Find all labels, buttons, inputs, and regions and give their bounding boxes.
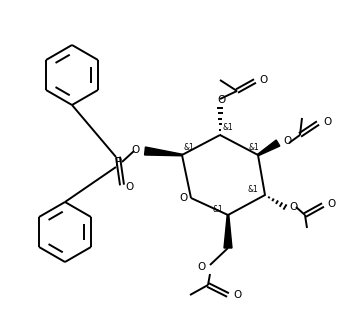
Text: &1: &1 (248, 184, 258, 193)
Text: &1: &1 (249, 142, 259, 151)
Text: O: O (179, 193, 187, 203)
Text: &1: &1 (184, 143, 194, 152)
Polygon shape (144, 147, 182, 156)
Text: O: O (290, 202, 298, 212)
Text: P: P (114, 156, 121, 169)
Text: O: O (233, 290, 241, 300)
Text: O: O (197, 262, 205, 272)
Text: O: O (323, 117, 331, 127)
Polygon shape (224, 215, 232, 248)
Text: O: O (132, 145, 140, 155)
Text: O: O (260, 75, 268, 85)
Text: O: O (283, 136, 291, 146)
Text: &1: &1 (223, 123, 233, 132)
Text: O: O (125, 182, 133, 192)
Text: &1: &1 (213, 205, 223, 213)
Text: O: O (217, 95, 225, 105)
Polygon shape (258, 140, 280, 156)
Text: O: O (328, 199, 336, 209)
